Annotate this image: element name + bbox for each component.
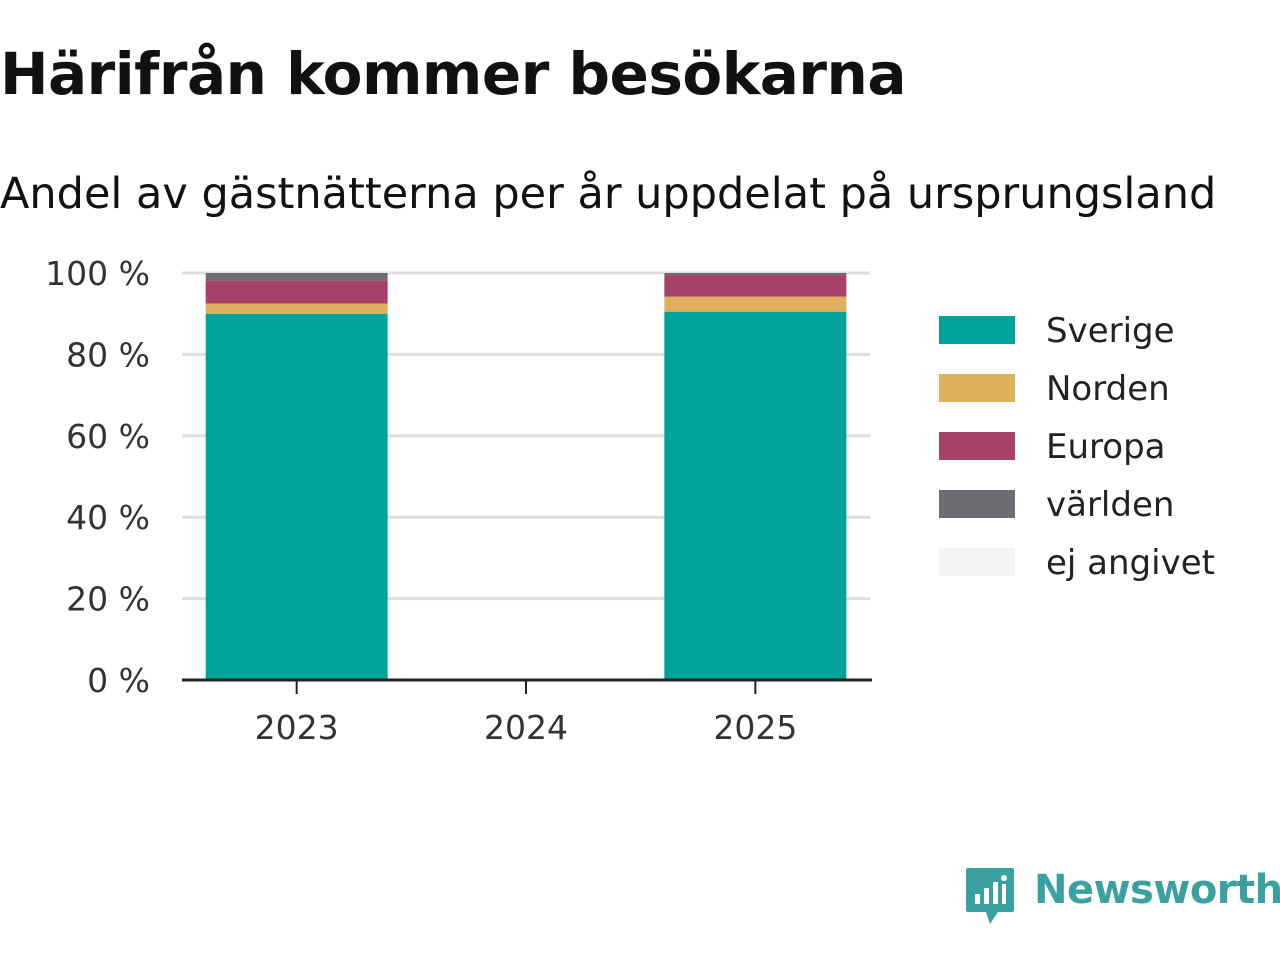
- y-tick-label: 100 %: [45, 254, 150, 293]
- bar-segment-europa-2023: [205, 280, 388, 304]
- legend-label: Norden: [1046, 369, 1170, 409]
- legend-swatch: [939, 374, 1015, 402]
- bar-segment-europa-2025: [664, 275, 847, 297]
- legend-label: ej angivet: [1046, 543, 1215, 583]
- bars: [205, 273, 847, 680]
- x-tick-label: 2023: [255, 708, 339, 747]
- newsworthy-logo-icon: [966, 868, 1014, 924]
- chart-subtitle: Andel av gästnätterna per år uppdelat på…: [0, 169, 1217, 219]
- y-tick-label: 20 %: [66, 580, 150, 619]
- legend-label: världen: [1046, 485, 1174, 525]
- legend: Sverige Norden Europa världen ej angivet: [939, 311, 1215, 583]
- chart-title: Härifrån kommer besökarna: [0, 40, 906, 108]
- bar-segment-sverige-2025: [664, 311, 847, 680]
- y-tick-label: 40 %: [66, 498, 150, 537]
- legend-swatch: [939, 490, 1015, 518]
- brand-name: Newsworthy: [1034, 867, 1280, 913]
- y-tick-label: 80 %: [66, 335, 150, 374]
- legend-swatch: [939, 316, 1015, 344]
- brand-logo: Newsworthy: [964, 864, 1280, 928]
- y-tick-label: 0 %: [87, 661, 150, 700]
- bar-segment-världen-2023: [205, 273, 388, 281]
- legend-label: Sverige: [1046, 311, 1175, 351]
- x-tick-label: 2024: [484, 708, 568, 747]
- axes: 0 % 20 % 40 % 60 % 80 % 100 % 2023 2024 2025: [45, 254, 872, 747]
- x-tick-label: 2025: [713, 708, 797, 747]
- y-tick-label: 60 %: [66, 417, 150, 456]
- bar-segment-norden-2023: [205, 303, 388, 314]
- legend-label: Europa: [1046, 427, 1165, 467]
- legend-swatch: [939, 432, 1015, 460]
- bar-segment-sverige-2023: [205, 313, 388, 680]
- bar-segment-världen-2025: [664, 273, 847, 276]
- legend-swatch: [939, 548, 1015, 576]
- bar-segment-norden-2025: [664, 296, 847, 312]
